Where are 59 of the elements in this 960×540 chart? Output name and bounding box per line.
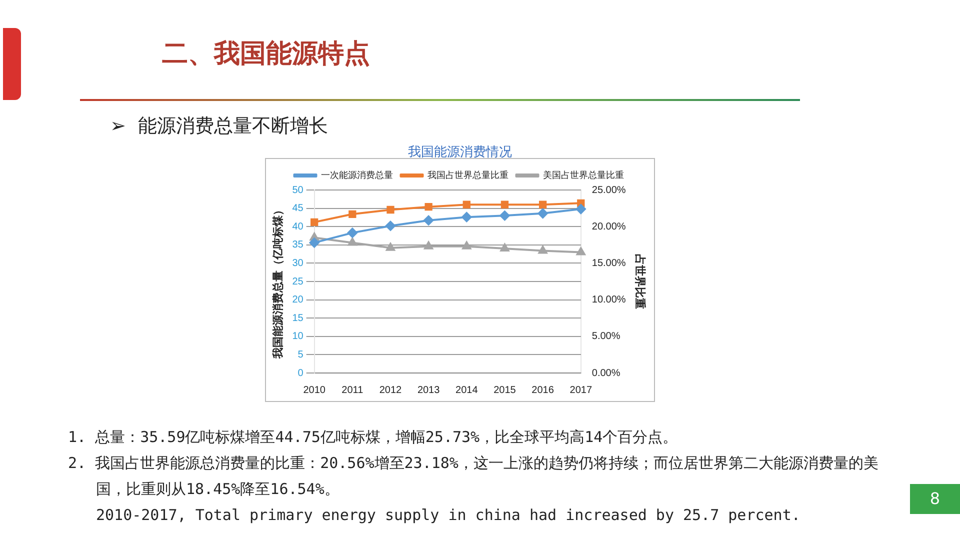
point bbox=[462, 241, 472, 250]
x-tick-label: 2012 bbox=[379, 384, 402, 396]
point bbox=[310, 218, 318, 226]
point bbox=[462, 200, 470, 208]
point bbox=[348, 210, 356, 218]
legend-label: 美国占世界总量比重 bbox=[542, 170, 624, 180]
point bbox=[538, 208, 548, 218]
y-tick-label: 0 bbox=[298, 368, 304, 379]
point bbox=[500, 200, 509, 208]
y-tick-label: 35 bbox=[292, 240, 304, 251]
point bbox=[424, 215, 434, 226]
y-tick-label: 45 bbox=[292, 203, 304, 214]
x-tick-label: 2016 bbox=[532, 384, 554, 396]
y2-tick-label: 20.00% bbox=[592, 221, 626, 232]
legend-label: 一次能源消费总量 bbox=[320, 170, 393, 180]
y2-axis-title: 占世界比重 bbox=[633, 254, 646, 309]
point bbox=[385, 220, 396, 231]
text: 1. 总量：35.59亿吨标煤增至44.75亿吨标煤，增幅25.73%，比全球平均高14个百分点。 bbox=[68, 427, 679, 448]
x-tick-label: 2010 bbox=[303, 384, 326, 396]
x-tick-label: 2015 bbox=[494, 384, 516, 396]
point bbox=[462, 212, 472, 222]
y-tick-label: 30 bbox=[292, 258, 304, 269]
point bbox=[576, 204, 586, 214]
point bbox=[538, 200, 547, 208]
x-tick-label: 2017 bbox=[570, 384, 592, 396]
point bbox=[500, 244, 510, 252]
point bbox=[386, 206, 394, 214]
point bbox=[576, 247, 586, 256]
point bbox=[538, 246, 548, 254]
y2-tick-label: 5.00% bbox=[592, 331, 620, 342]
x-tick-label: 2011 bbox=[342, 384, 364, 396]
text: 2010-2017, Total primary energy supply in china had increased by 25.7 percent. bbox=[95, 505, 802, 526]
x-tick-label: 2013 bbox=[417, 384, 440, 396]
point bbox=[348, 238, 357, 246]
text: 2. 我国占世界能源总消费量的比重：20.56%增至23.18%，这一上涨的趋势仍将持续；而位居世界第二大能源消费量的美国，比重则从18.45%降至16.54%。 bbox=[68, 453, 880, 500]
point bbox=[424, 241, 434, 250]
text: 8 bbox=[910, 484, 960, 514]
legend-label: 我国占世界总量比重 bbox=[427, 170, 508, 180]
chart-title: 我国能源消费情况 bbox=[407, 144, 513, 161]
y-axis-title: 我国能源消费总量（亿吨标煤） bbox=[272, 204, 285, 360]
point bbox=[347, 228, 358, 238]
y2-tick-label: 15.00% bbox=[592, 258, 626, 269]
point bbox=[309, 238, 320, 248]
y-tick-label: 5 bbox=[298, 349, 304, 360]
y-tick-label: 25 bbox=[292, 276, 304, 288]
y2-tick-label: 0.00% bbox=[592, 368, 620, 379]
point bbox=[500, 210, 510, 221]
y2-tick-label: 25.00% bbox=[592, 184, 626, 196]
text: ➢ 能源消费总量不断增长 bbox=[110, 114, 328, 139]
y-tick-label: 40 bbox=[292, 221, 304, 232]
y-tick-label: 20 bbox=[292, 294, 304, 306]
text: 二、我国能源特点 bbox=[162, 38, 370, 71]
y2-tick-label: 10.00% bbox=[592, 294, 626, 306]
y-tick-label: 10 bbox=[292, 331, 304, 342]
y-tick-label: 15 bbox=[292, 312, 304, 324]
x-tick-label: 2014 bbox=[456, 384, 478, 396]
point bbox=[424, 203, 432, 211]
point bbox=[386, 242, 395, 251]
y-tick-label: 50 bbox=[292, 184, 304, 196]
